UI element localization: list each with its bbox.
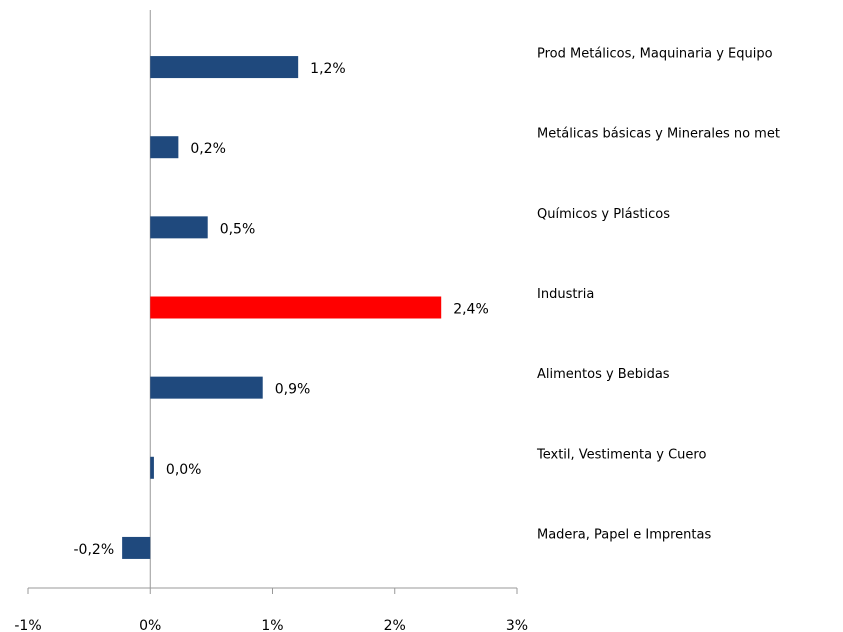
bar: [150, 136, 179, 159]
value-label: 1,2%: [310, 61, 346, 77]
value-label: 2,4%: [453, 302, 489, 318]
bar: [150, 376, 263, 399]
category-label: Madera, Papel e Imprentas: [537, 527, 711, 542]
x-tick-label: 0%: [139, 618, 161, 632]
category-label: Alimentos y Bebidas: [537, 367, 670, 382]
x-tick-label: -1%: [14, 618, 41, 632]
category-label: Prod Metálicos, Maquinaria y Equipo: [537, 47, 773, 62]
bar: [150, 456, 154, 479]
category-label: Metálicas básicas y Minerales no met: [537, 127, 780, 142]
value-label: 0,5%: [220, 221, 256, 237]
value-label: 0,9%: [275, 382, 311, 398]
bar: [150, 296, 442, 319]
bar: [150, 56, 299, 79]
value-label: -0,2%: [74, 542, 115, 558]
category-label: Industria: [537, 287, 594, 302]
value-label: 0,0%: [166, 462, 202, 478]
bar: [150, 216, 208, 239]
bar: [122, 536, 151, 559]
category-label: Textil, Vestimenta y Cuero: [536, 447, 706, 462]
category-label: Químicos y Plásticos: [537, 207, 670, 222]
x-tick-label: 2%: [384, 618, 406, 632]
x-tick-label: 1%: [261, 618, 283, 632]
x-tick-label: 3%: [506, 618, 528, 632]
value-label: 0,2%: [190, 141, 226, 157]
